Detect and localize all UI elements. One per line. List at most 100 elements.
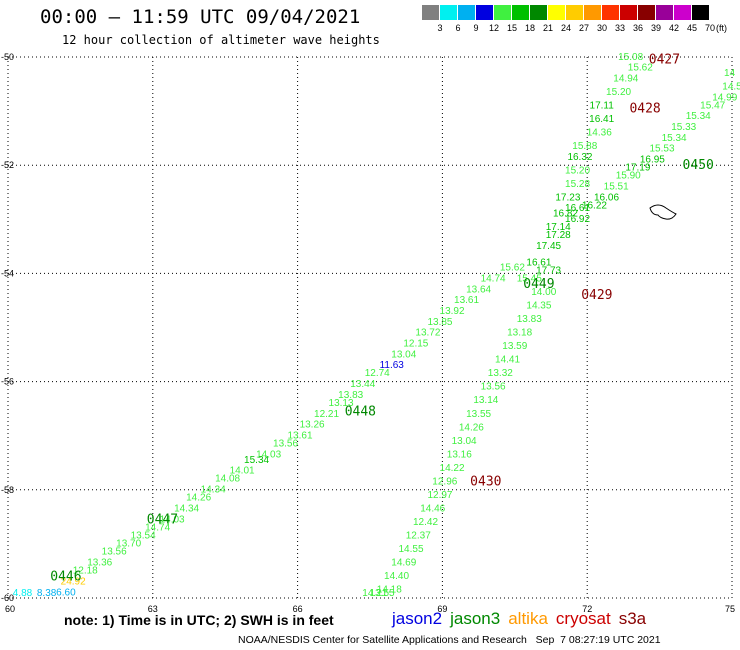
- wave-height-value: 13.26: [300, 420, 325, 431]
- wave-height-value: 14.74: [145, 522, 170, 533]
- wave-height-value: 15.53: [649, 144, 674, 155]
- legend-swatch: [512, 5, 530, 20]
- legend-label: 33: [614, 23, 625, 33]
- wave-height-value: 12.96: [432, 476, 457, 487]
- legend-swatch: [458, 5, 476, 20]
- wave-height-value: 15.45: [517, 274, 542, 285]
- x-tick-label: 66: [293, 604, 303, 614]
- wave-height-value: 14.08: [215, 474, 240, 485]
- wave-height-value: 14.55: [399, 544, 424, 555]
- wave-height-value: 15.47: [700, 100, 725, 111]
- legend-swatch: [584, 5, 602, 20]
- wave-height-value: 13.85: [427, 317, 452, 328]
- wave-height-value: 15.33: [671, 122, 696, 133]
- wave-height-value: 17.19: [625, 163, 650, 174]
- wave-height-value: 12.37: [406, 530, 431, 541]
- wave-height-value: 16.82: [553, 209, 578, 220]
- wave-height-value: 17.11: [590, 100, 615, 111]
- wave-height-value: 13.61: [287, 430, 312, 441]
- footer-credit: NOAA/NESDIS Center for Satellite Applica…: [238, 634, 661, 646]
- wave-height-value: 16.22: [582, 200, 607, 211]
- pass-label: 0428: [629, 101, 660, 116]
- legend-swatch: [548, 5, 566, 20]
- wave-height-value: 12.97: [427, 490, 452, 501]
- wave-height-value: 13.04: [452, 436, 477, 447]
- legend-swatch: [638, 5, 656, 20]
- wave-height-value: 13.16: [447, 449, 472, 460]
- wave-height-value: 13.64: [466, 284, 491, 295]
- legend-swatch: [476, 5, 494, 20]
- axis-ticks: 60 63 66 69 72 75 -50 -52 -54 -56 -58 -60: [1, 52, 735, 614]
- wave-height-value: 14.34: [201, 485, 226, 496]
- x-tick-label: 60: [5, 604, 15, 614]
- wave-height-value: 15.88: [572, 141, 597, 152]
- wave-height-value: 12.21: [314, 409, 339, 420]
- wave-height-value: 14.01: [230, 466, 255, 477]
- wave-height-value: 15.34: [244, 455, 269, 466]
- pass-label: 0427: [649, 53, 680, 68]
- wave-height-value: 14.5: [722, 81, 740, 92]
- wave-height-value: 15.20: [565, 165, 590, 176]
- wave-height-value: 16.61: [526, 257, 551, 268]
- pass-label: 0447: [147, 513, 178, 528]
- wave-height-value: 13.55: [370, 588, 395, 599]
- wave-height-value: 13.14: [473, 395, 498, 406]
- x-tick-label: 69: [437, 604, 447, 614]
- wave-height-value: 14.18: [377, 585, 402, 596]
- wave-height-value: 14.74: [481, 274, 506, 285]
- wave-height-value: 14.35: [526, 301, 551, 312]
- legend-label: 9: [473, 23, 479, 33]
- legend-label: 15: [506, 23, 517, 33]
- wave-height-value: 6.60: [56, 587, 76, 598]
- wave-height-value: 14.22: [440, 463, 465, 474]
- wave-height-value: 14.03: [256, 449, 281, 460]
- y-tick-label: -50: [1, 52, 14, 62]
- x-tick-label: 72: [582, 604, 592, 614]
- wave-height-value: 17.45: [536, 241, 561, 252]
- page-subtitle: 12 hour collection of altimeter wave hei…: [62, 33, 380, 47]
- wave-height-value: 16.92: [565, 214, 590, 225]
- wave-height-value: 14.36: [587, 127, 612, 138]
- wave-height-value: 15.34: [662, 133, 687, 144]
- legend-label: 30: [596, 23, 607, 33]
- wave-height-value: 13.92: [440, 306, 465, 317]
- wave-height-value: 15.28: [565, 179, 590, 190]
- wave-height-value: 13.54: [131, 530, 156, 541]
- wave-height-value: 15.62: [500, 263, 525, 274]
- pass-label: 0448: [345, 404, 376, 419]
- wave-height-value: 16.95: [640, 154, 665, 165]
- data-points: 15.0815.6214.9415.2017.1116.4114.3615.88…: [13, 52, 740, 599]
- y-tick-label: -56: [1, 377, 14, 387]
- legend-label: 6: [455, 23, 461, 33]
- wave-height-value: 12.15: [403, 338, 428, 349]
- wave-height-value: 13.61: [454, 295, 479, 306]
- wave-height-value: 13.59: [502, 341, 527, 352]
- wave-height-value: 14.00: [531, 287, 556, 298]
- wave-height-value: 12.18: [73, 566, 98, 577]
- wave-height-value: 11.63: [380, 360, 405, 371]
- wave-height-value: 13.36: [87, 558, 112, 569]
- wave-height-value: 13.83: [338, 390, 363, 401]
- wave-height-value: 17.28: [546, 230, 571, 241]
- footer-note: note: 1) Time is in UTC; 2) SWH is in fe…: [64, 612, 334, 628]
- pass-label: 0449: [523, 277, 554, 292]
- wave-height-value: 24.92: [61, 576, 86, 587]
- wave-height-value: 14.34: [174, 503, 199, 514]
- satellite-jason2: jason2: [392, 609, 443, 628]
- legend-label: 42: [668, 23, 679, 33]
- island-outline: [649, 204, 677, 220]
- wave-height-value: 14.21: [362, 588, 387, 599]
- legend-swatch: [494, 5, 512, 20]
- wave-height-value: 15.08: [618, 52, 643, 63]
- legend-label: 70: [704, 23, 715, 33]
- satellite-cryosat: cryosat: [555, 609, 611, 628]
- legend-label: 27: [578, 23, 589, 33]
- legend-swatch: [620, 5, 638, 20]
- wave-height-value: 13.70: [116, 539, 141, 550]
- pass-label: 0429: [581, 288, 612, 303]
- legend-label: 39: [650, 23, 661, 33]
- wave-height-value: 14.03: [160, 514, 185, 525]
- wave-height-value: 17.73: [536, 265, 561, 276]
- y-tick-label: -60: [1, 593, 14, 603]
